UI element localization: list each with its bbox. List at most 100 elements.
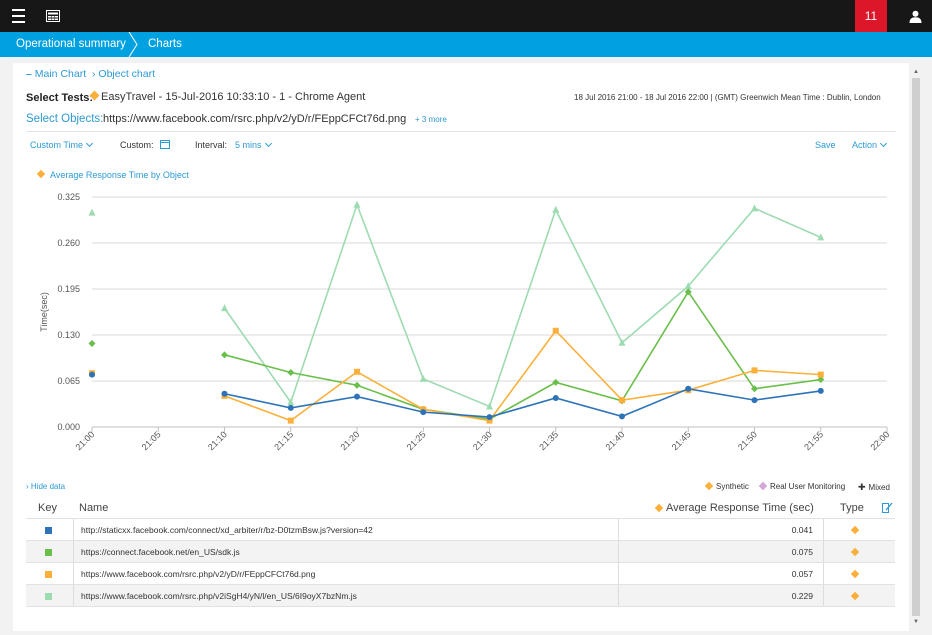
y-tick-label: 0.065: [57, 376, 80, 386]
data-point: [420, 409, 427, 416]
data-point: [88, 208, 96, 216]
x-tick-label: 21:45: [670, 429, 693, 452]
data-point: [552, 378, 560, 386]
main-chart-link[interactable]: – Main Chart: [26, 68, 87, 80]
more-objects-link[interactable]: + 3 more: [415, 115, 447, 124]
data-point: [486, 414, 493, 421]
scroll-thumb[interactable]: [912, 78, 920, 616]
chart-legend[interactable]: Average Response Time by Object: [36, 169, 189, 180]
header-type[interactable]: Type: [840, 502, 864, 514]
selected-object: https://www.facebook.com/rsrc.php/v2/yD/…: [103, 113, 407, 125]
scroll-up-icon[interactable]: ▲: [913, 69, 919, 75]
table-row[interactable]: https://www.facebook.com/rsrc.php/v2iSgH…: [26, 584, 895, 607]
name-cell: https://connect.facebook.net/en_US/sdk.j…: [74, 541, 619, 563]
data-point: [684, 282, 692, 290]
header-name[interactable]: Name: [79, 502, 109, 514]
y-tick-label: 0.000: [57, 422, 80, 432]
custom-time-dropdown[interactable]: Custom Time: [30, 139, 94, 150]
y-tick-label: 0.325: [57, 192, 80, 202]
table-row[interactable]: https://connect.facebook.net/en_US/sdk.j…: [26, 540, 895, 563]
data-point: [287, 398, 295, 406]
avg-response-value: 0.075: [791, 547, 813, 557]
data-point: [354, 393, 360, 400]
user-icon[interactable]: [902, 0, 928, 32]
key-cell: [26, 541, 74, 563]
data-point: [287, 404, 294, 411]
hamburger-menu-icon[interactable]: [5, 0, 31, 32]
data-point: [486, 402, 493, 410]
dashboard-grid-icon[interactable]: [40, 0, 66, 32]
data-point: [751, 397, 758, 404]
x-tick-label: 21:50: [736, 429, 759, 452]
edit-export-icon[interactable]: [882, 501, 893, 521]
avg-cell: 0.075: [619, 541, 824, 563]
data-point: [751, 204, 758, 212]
data-point: [221, 351, 228, 359]
avg-cell: 0.229: [619, 585, 824, 607]
breadcrumb-charts[interactable]: Charts: [148, 38, 182, 50]
data-point: [751, 385, 758, 393]
table-row[interactable]: https://www.facebook.com/rsrc.php/v2/yD/…: [26, 562, 895, 585]
data-point: [684, 288, 692, 296]
x-tick-label: 21:20: [338, 429, 361, 452]
data-point: [817, 376, 825, 384]
notification-badge[interactable]: 11: [855, 0, 887, 32]
header-avg-response[interactable]: Average Response Time (sec): [654, 498, 814, 518]
x-tick-label: 21:10: [206, 429, 229, 452]
select-tests-label: Select Tests:: [26, 92, 94, 104]
data-point: [221, 390, 228, 397]
diamond-icon: [654, 503, 664, 513]
object-name: http://staticxx.facebook.com/connect/xd_…: [81, 525, 373, 535]
avg-response-value: 0.041: [791, 525, 813, 535]
calendar-icon[interactable]: [160, 140, 170, 150]
x-tick-label: 21:40: [603, 429, 626, 452]
synthetic-type-icon: [850, 525, 860, 535]
data-point: [751, 367, 758, 374]
series-line: [223, 202, 822, 408]
synthetic-type-icon: [850, 569, 860, 579]
breadcrumb-separator-icon: [128, 32, 138, 57]
select-objects-link[interactable]: Select Objects:: [26, 113, 104, 125]
breadcrumb-operational-summary[interactable]: Operational summary: [16, 38, 126, 50]
key-cell: [26, 563, 74, 585]
x-tick-label: 21:00: [73, 429, 96, 452]
y-tick-label: 0.130: [57, 330, 80, 340]
data-point: [89, 371, 95, 378]
data-point: [817, 387, 824, 394]
data-point: [486, 417, 493, 424]
header-key: Key: [38, 502, 57, 514]
data-point: [619, 413, 625, 420]
key-cell: [26, 519, 74, 541]
x-tick-label: 21:05: [140, 429, 163, 452]
y-tick-label: 0.195: [57, 284, 80, 294]
data-point: [353, 200, 361, 208]
table-row[interactable]: http://staticxx.facebook.com/connect/xd_…: [26, 518, 895, 541]
x-tick-label: 21:55: [802, 429, 825, 452]
series-color-key: [45, 593, 52, 600]
data-point: [287, 369, 295, 377]
object-name: https://connect.facebook.net/en_US/sdk.j…: [81, 547, 240, 557]
data-point: [685, 385, 692, 392]
avg-response-value: 0.057: [791, 569, 813, 579]
y-axis-label: Time(sec): [39, 292, 49, 332]
object-chart-link[interactable]: › Object chart: [92, 68, 156, 80]
series-line: [224, 329, 821, 422]
custom-label: Custom:: [120, 140, 154, 150]
save-button[interactable]: Save: [815, 140, 836, 150]
legend-mixed: ✚ Mixed: [858, 482, 890, 492]
interval-dropdown[interactable]: 5 mins: [235, 139, 272, 150]
series-color-key: [45, 527, 52, 534]
name-cell: https://www.facebook.com/rsrc.php/v2/yD/…: [74, 563, 619, 585]
data-point: [552, 394, 559, 401]
date-range: 18 Jul 2016 21:00 - 18 Jul 2016 22:00 | …: [574, 93, 881, 102]
series-line: [224, 290, 821, 421]
vertical-scrollbar[interactable]: ▲ ▼: [912, 69, 920, 629]
synthetic-type-icon: [850, 547, 860, 557]
scroll-down-icon[interactable]: ▼: [913, 619, 919, 625]
hide-data-link[interactable]: › Hide data: [26, 482, 66, 491]
selected-test[interactable]: EasyTravel - 15-Jul-2016 10:33:10 - 1 - …: [89, 90, 365, 103]
table-header: Key Name Average Response Time (sec) Typ…: [26, 498, 895, 518]
series-line: [224, 387, 821, 418]
action-dropdown[interactable]: Action: [852, 139, 888, 150]
